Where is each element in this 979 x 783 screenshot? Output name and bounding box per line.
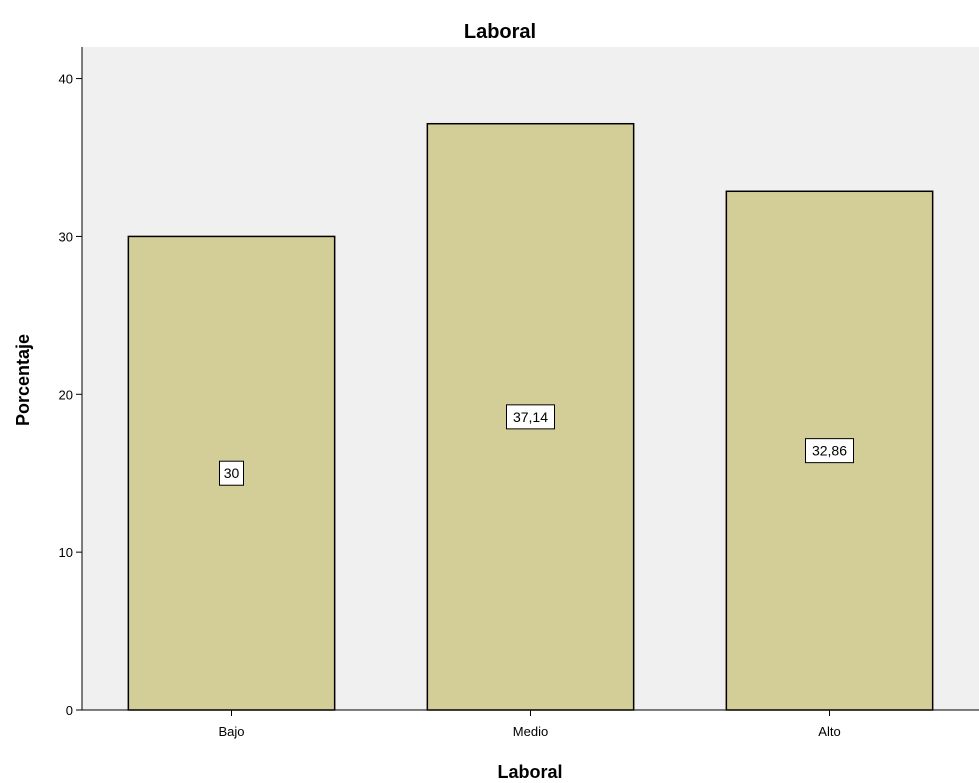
data-label-box (219, 460, 244, 486)
x-tick-label: Alto (818, 724, 840, 739)
x-axis-title: Laboral (497, 762, 562, 782)
x-axis: Bajo Medio Alto (82, 709, 979, 739)
data-label: 30 (224, 465, 240, 481)
bars-group: 30 37,14 32,86 (127, 122, 934, 711)
data-label: 32,86 (812, 443, 847, 459)
y-axis-title: Porcentaje (13, 334, 33, 426)
y-tick-label: 0 (66, 703, 73, 718)
y-tick-label: 20 (59, 387, 73, 402)
x-tick-label: Bajo (218, 724, 244, 739)
chart-title: Laboral (464, 21, 536, 43)
y-axis: 0 10 20 30 40 (59, 47, 83, 718)
data-label-box (805, 438, 854, 464)
data-label: 37,14 (513, 409, 548, 425)
y-tick-label: 30 (59, 229, 73, 244)
y-tick-label: 10 (59, 545, 73, 560)
y-tick-label: 40 (59, 72, 73, 87)
x-tick-label: Medio (513, 724, 548, 739)
data-label-box (506, 404, 555, 430)
